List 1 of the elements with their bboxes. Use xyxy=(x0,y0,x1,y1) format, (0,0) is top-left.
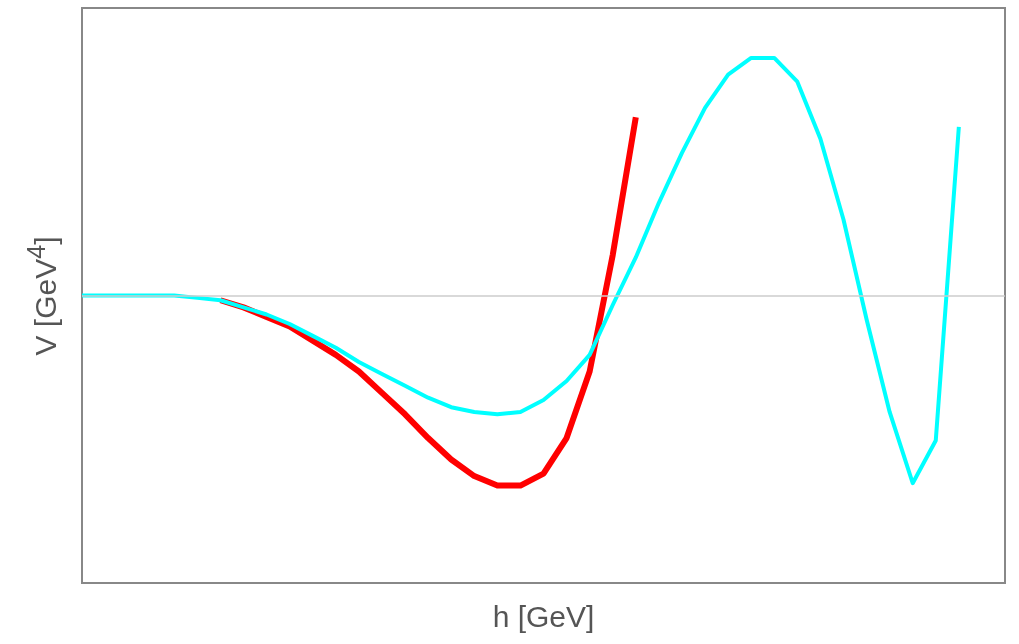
x-axis-title: h [GeV] xyxy=(491,600,596,634)
